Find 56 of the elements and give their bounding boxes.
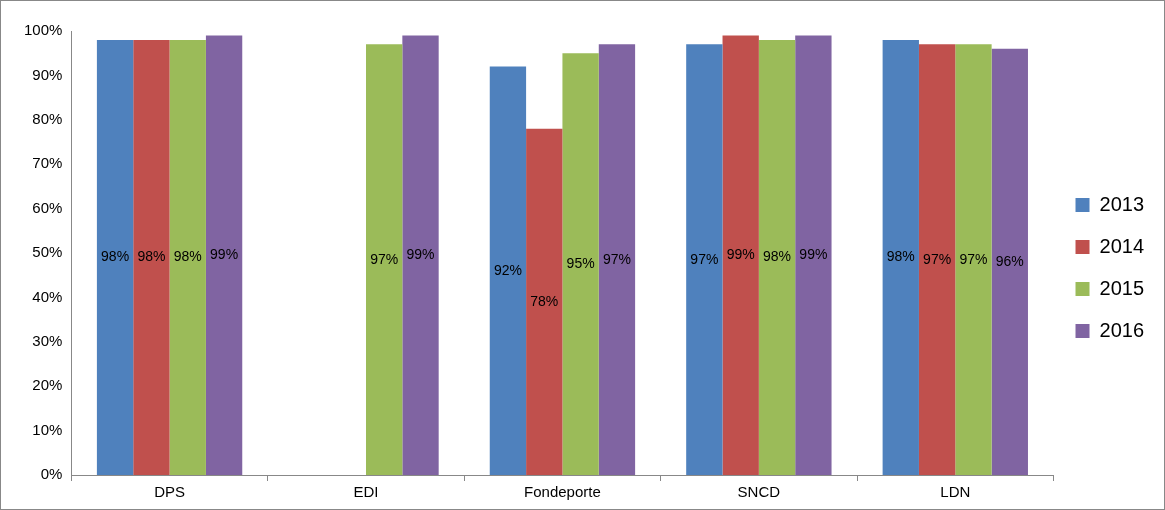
- data-label: 97%: [690, 250, 719, 267]
- data-label: 98%: [137, 248, 166, 265]
- data-label: 98%: [173, 248, 202, 265]
- bar: [402, 35, 439, 475]
- y-tick-label: 60%: [32, 198, 63, 216]
- bar: [882, 39, 919, 475]
- y-tick-label: 50%: [32, 243, 63, 261]
- x-tick-label: LDN: [940, 483, 971, 501]
- bar: [489, 66, 527, 475]
- legend-label: 2013: [1099, 192, 1145, 215]
- data-label: 97%: [959, 250, 988, 267]
- y-tick-label: 90%: [32, 65, 63, 83]
- legend-label: 2014: [1099, 234, 1145, 257]
- legend-label: 2016: [1099, 318, 1145, 341]
- data-label: 99%: [406, 246, 435, 263]
- data-label: 99%: [210, 246, 239, 263]
- bar: [918, 44, 956, 475]
- y-tick-label: 80%: [32, 109, 63, 127]
- x-tick-label: EDI: [353, 483, 379, 501]
- y-tick-label: 70%: [32, 154, 63, 172]
- y-tick-label: 20%: [32, 376, 63, 394]
- data-label: 99%: [799, 246, 828, 263]
- y-tick-label: 10%: [32, 420, 63, 438]
- data-label: 98%: [763, 248, 792, 265]
- bar: [205, 35, 243, 475]
- bar: [758, 39, 796, 475]
- data-label: 97%: [602, 250, 631, 267]
- legend-label: 2015: [1099, 276, 1145, 299]
- data-label: 98%: [886, 248, 915, 265]
- bar: [686, 44, 723, 475]
- y-tick-label: 40%: [32, 287, 63, 305]
- data-label: 99%: [726, 246, 755, 263]
- bar: [955, 44, 992, 475]
- data-label: 95%: [566, 254, 595, 271]
- x-tick-label: SNCD: [737, 483, 781, 501]
- data-label: 98%: [101, 248, 130, 265]
- bar: [795, 35, 832, 475]
- bar: [991, 48, 1028, 475]
- bar: [133, 39, 170, 475]
- y-tick-label: 0%: [40, 465, 63, 483]
- bar: [526, 128, 563, 475]
- data-label: 96%: [995, 252, 1024, 269]
- x-tick-label: Fondeporte: [524, 483, 601, 501]
- bar: [366, 44, 403, 475]
- y-tick-label: 100%: [23, 21, 63, 39]
- bar: [598, 44, 636, 475]
- data-label: 97%: [370, 250, 399, 267]
- data-label: 97%: [923, 250, 952, 267]
- bar: [96, 39, 134, 475]
- bar: [562, 53, 599, 475]
- x-tick-label: DPS: [154, 483, 185, 501]
- bar: [722, 35, 759, 475]
- data-label: 92%: [493, 261, 522, 278]
- bar: [169, 39, 206, 475]
- data-label: 78%: [530, 292, 559, 309]
- y-tick-label: 30%: [32, 331, 63, 349]
